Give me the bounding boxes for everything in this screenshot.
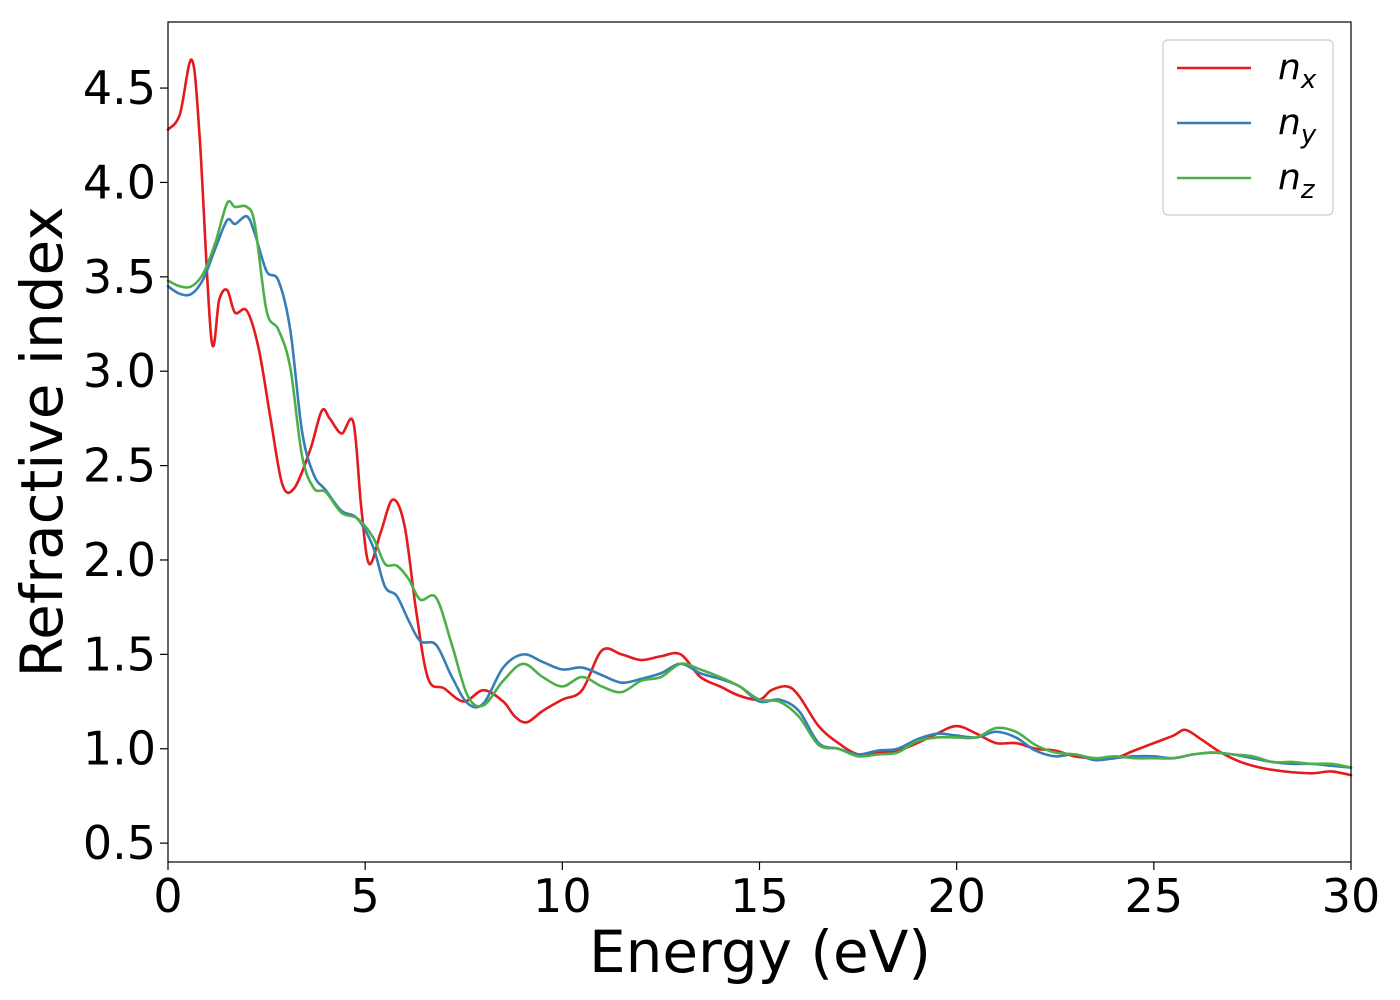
y-axis-ticks: 0.5 1.0 1.5 2.0 2.5 3.0 3.5 4.0 4.5 — [83, 61, 168, 870]
legend-label-n-z: nz — [1278, 157, 1316, 205]
legend-box — [1162, 39, 1334, 216]
y-tick-label: 2.0 — [83, 533, 156, 587]
x-tick-label: 0 — [153, 869, 182, 923]
series-line-n-z — [166, 199, 1353, 769]
x-axis-label: Energy (eV) — [589, 918, 931, 986]
x-axis-ticks: 0 5 10 15 20 25 30 — [153, 862, 1380, 923]
legend: nx ny nz — [1162, 39, 1334, 216]
y-tick-label: 3.5 — [83, 250, 156, 304]
plot-background — [168, 22, 1351, 862]
series-layer — [166, 58, 1353, 777]
x-tick-label: 15 — [730, 869, 789, 923]
y-axis-label: Refractive index — [8, 206, 76, 677]
x-tick-label: 5 — [351, 869, 380, 923]
x-tick-label: 10 — [533, 869, 592, 923]
x-tick-label: 30 — [1322, 869, 1381, 923]
y-tick-label: 0.5 — [83, 816, 156, 870]
legend-label-n-y: ny — [1278, 102, 1317, 150]
y-tick-label: 1.0 — [83, 722, 156, 776]
y-tick-label: 1.5 — [83, 627, 156, 681]
y-tick-label: 3.0 — [83, 344, 156, 398]
y-tick-label: 4.5 — [83, 61, 156, 115]
x-tick-label: 20 — [927, 869, 986, 923]
x-tick-label: 25 — [1125, 869, 1184, 923]
legend-label-n-x: nx — [1278, 47, 1317, 95]
y-tick-label: 2.5 — [83, 439, 156, 493]
y-tick-label: 4.0 — [83, 155, 156, 209]
